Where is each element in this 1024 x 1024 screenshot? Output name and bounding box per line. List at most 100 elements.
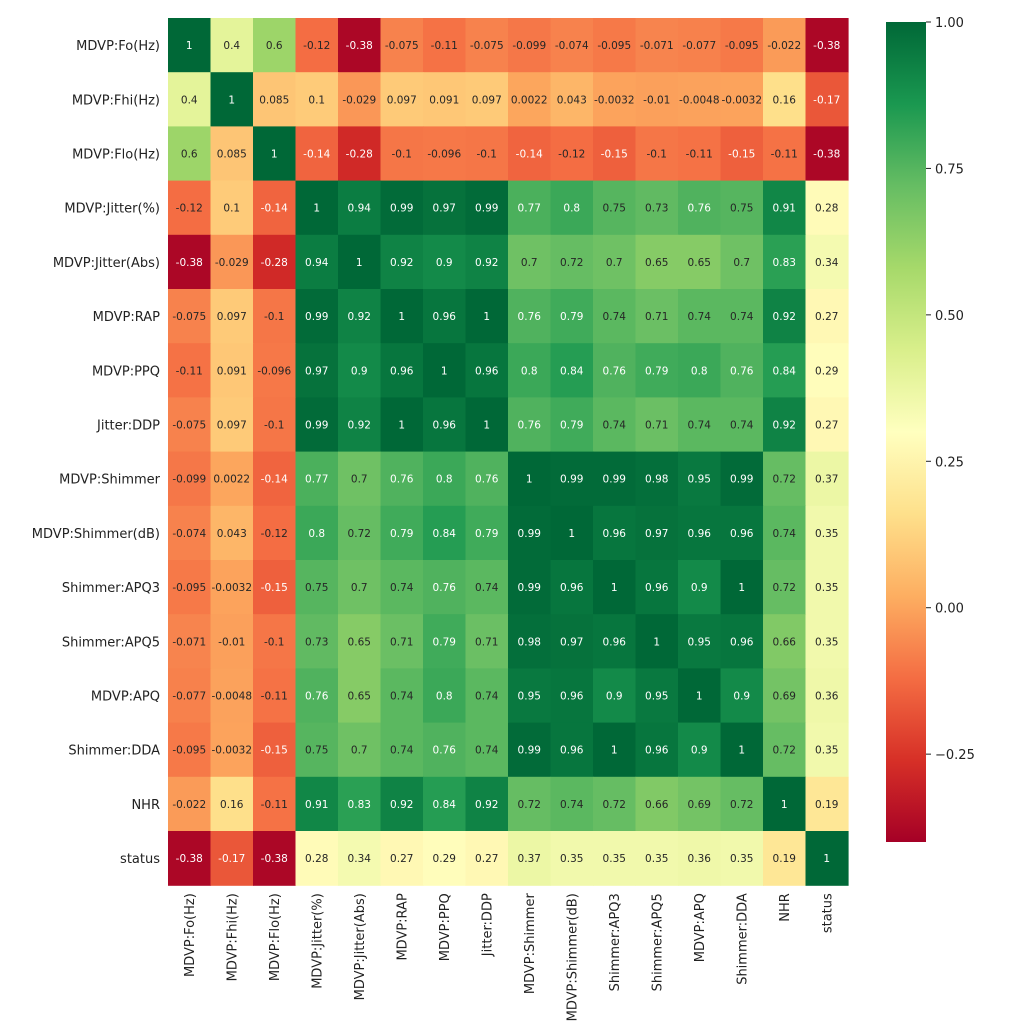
cell-value-label: 0.8	[691, 365, 708, 377]
heatmap-cell	[678, 668, 722, 724]
heatmap-cell	[720, 614, 764, 669]
heatmap-cell	[465, 180, 509, 236]
heatmap-cell	[678, 343, 722, 398]
cell-value-label: -0.14	[261, 203, 288, 215]
cell-value-label: 0.72	[560, 257, 583, 269]
heatmap-cell	[423, 560, 467, 615]
cell-value-label: 1	[611, 745, 618, 757]
cell-value-label: 1	[228, 94, 235, 106]
heatmap-cell	[550, 722, 594, 778]
cell-value-label: 0.75	[603, 203, 626, 215]
heatmap-cell	[380, 72, 424, 127]
heatmap-cell	[678, 776, 722, 832]
heatmap-cell	[720, 397, 764, 453]
heatmap-cell	[508, 72, 552, 127]
heatmap-cell	[550, 451, 594, 507]
heatmap-cell	[295, 343, 339, 398]
heatmap-cell	[508, 614, 552, 669]
heatmap-cell	[593, 180, 637, 236]
heatmap-cell	[423, 343, 467, 398]
row-label: MDVP:Jitter(%)	[64, 202, 160, 217]
cell-value-label: 0.16	[220, 799, 244, 811]
cell-value-label: 0.34	[815, 257, 839, 269]
heatmap-cell	[253, 18, 297, 73]
heatmap-cell	[295, 505, 339, 561]
cell-value-label: -0.095	[172, 582, 206, 594]
heatmap-cell	[805, 397, 849, 453]
heatmap-cell	[593, 126, 637, 182]
cell-value-label: 0.76	[475, 474, 499, 486]
cell-value-label: 0.35	[815, 528, 838, 540]
heatmap-cell	[423, 180, 467, 236]
heatmap-cell	[763, 72, 807, 127]
cell-value-label: -0.38	[176, 257, 203, 269]
column-label: MDVP:Shimmer	[523, 893, 538, 995]
cell-value-label: 0.37	[815, 474, 838, 486]
cell-value-label: 0.98	[518, 636, 541, 648]
heatmap-cell	[380, 722, 424, 778]
row-label: MDVP:Shimmer(dB)	[32, 527, 160, 542]
cell-value-label: 0.74	[688, 420, 712, 432]
row-label: MDVP:Shimmer	[59, 473, 161, 488]
cell-value-label: 0.95	[518, 691, 541, 703]
heatmap-cell	[423, 831, 467, 886]
heatmap-cell	[678, 234, 722, 290]
heatmap-cell	[380, 451, 424, 507]
heatmap-cell	[550, 560, 594, 615]
heatmap-cell	[168, 180, 212, 236]
heatmap-cell	[593, 505, 637, 561]
cell-value-label: 0.96	[475, 365, 499, 377]
cell-value-label: 0.35	[730, 853, 753, 865]
cell-value-label: 0.69	[773, 691, 796, 703]
cell-value-label: 0.9	[351, 365, 368, 377]
cell-value-label: 0.9	[691, 582, 708, 594]
column-label: MDVP:Jitter(%)	[311, 893, 326, 989]
heatmap-cell	[168, 776, 212, 832]
row-label: MDVP:Fo(Hz)	[76, 39, 160, 54]
heatmap-cell	[423, 18, 467, 73]
column-label: NHR	[778, 893, 793, 922]
heatmap-cell	[465, 614, 509, 669]
cell-value-label: -0.01	[218, 636, 245, 648]
heatmap-cell	[295, 776, 339, 832]
cell-value-label: 0.75	[305, 745, 328, 757]
cell-value-label: 1	[823, 853, 830, 865]
heatmap-cell	[593, 776, 637, 832]
cell-value-label: -0.075	[172, 420, 206, 432]
cell-value-label: -0.15	[601, 149, 628, 161]
cell-value-label: 0.96	[433, 311, 457, 323]
heatmap-cell	[550, 18, 594, 73]
heatmap-cell	[295, 289, 339, 344]
heatmap-cell	[593, 397, 637, 453]
cell-value-label: 0.92	[475, 799, 498, 811]
heatmap-cell	[465, 289, 509, 344]
heatmap-cell	[635, 831, 679, 886]
cell-value-label: 0.84	[433, 528, 457, 540]
cell-value-label: 0.74	[475, 691, 499, 703]
cell-value-label: 0.65	[645, 257, 668, 269]
heatmap-cell	[593, 560, 637, 615]
colorbar-tick-label: −0.25	[935, 748, 975, 763]
column-label: Jitter:DDP	[481, 893, 496, 957]
heatmap-cell	[210, 397, 254, 453]
cell-value-label: 0.27	[390, 853, 413, 865]
cell-value-label: 0.74	[773, 528, 797, 540]
cell-value-label: 0.99	[518, 528, 541, 540]
row-label: MDVP:PPQ	[92, 364, 160, 379]
cell-value-label: 0.7	[521, 257, 538, 269]
heatmap-cell	[550, 343, 594, 398]
cell-value-label: 0.72	[603, 799, 626, 811]
cell-value-label: -0.28	[346, 149, 373, 161]
heatmap-cell	[593, 234, 637, 290]
heatmap-cell	[338, 289, 382, 344]
cell-value-label: 0.36	[688, 853, 712, 865]
row-label: Shimmer:APQ3	[62, 581, 160, 596]
heatmap-cell	[380, 180, 424, 236]
heatmap-cell	[253, 668, 297, 724]
cell-value-label: -0.11	[176, 365, 203, 377]
heatmap-cell	[465, 72, 509, 127]
heatmap-cell	[593, 72, 637, 127]
heatmap-cell	[253, 451, 297, 507]
heatmap-cell	[678, 397, 722, 453]
cell-value-label: 0.91	[773, 203, 796, 215]
